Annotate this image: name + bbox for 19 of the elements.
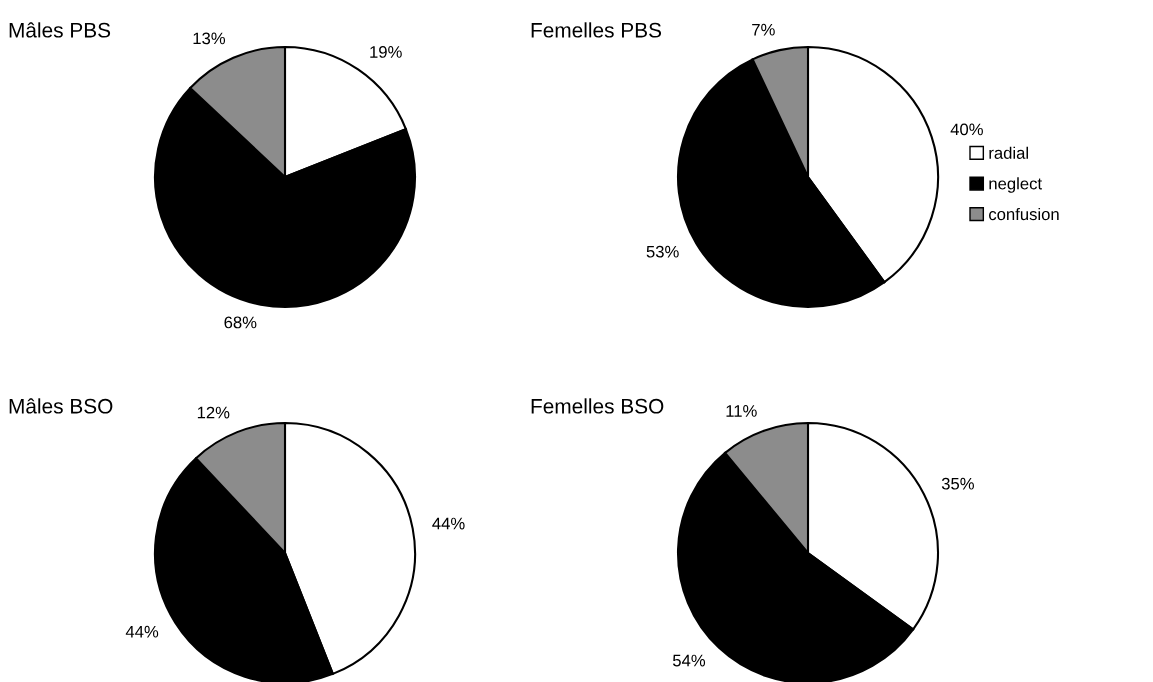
data-label: 53% [646, 245, 679, 258]
chart-title: Femelles BSO [531, 398, 664, 414]
data-label: 11% [726, 405, 757, 417]
legend-label: confusion [989, 207, 1059, 221]
data-label: 40% [950, 123, 983, 136]
data-label: 7% [752, 23, 775, 36]
data-label: 35% [941, 477, 974, 490]
data-label: 13% [193, 32, 226, 45]
legend-label: neglect [989, 177, 1042, 193]
data-label: 44% [125, 625, 159, 638]
data-label: 19% [370, 46, 402, 58]
chart-title: Mâles BSO [9, 398, 113, 414]
data-label: 44% [432, 517, 465, 530]
chart-title: Mâles PBS [9, 22, 111, 38]
chart-title: Femelles PBS [531, 22, 662, 38]
data-label: 54% [672, 654, 706, 667]
data-label: 12% [197, 406, 230, 419]
legend-label: radial [989, 146, 1028, 159]
data-label: 68% [224, 316, 257, 329]
